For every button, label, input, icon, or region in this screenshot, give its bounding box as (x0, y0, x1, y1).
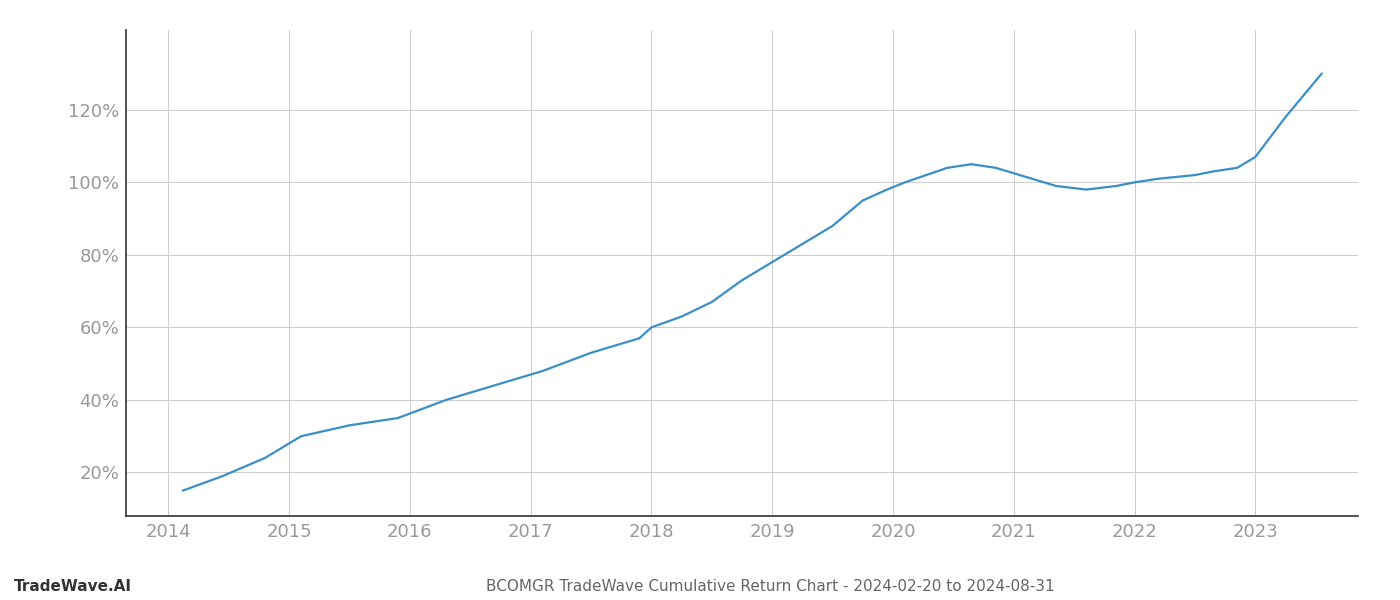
Text: TradeWave.AI: TradeWave.AI (14, 579, 132, 594)
Text: BCOMGR TradeWave Cumulative Return Chart - 2024-02-20 to 2024-08-31: BCOMGR TradeWave Cumulative Return Chart… (486, 579, 1054, 594)
